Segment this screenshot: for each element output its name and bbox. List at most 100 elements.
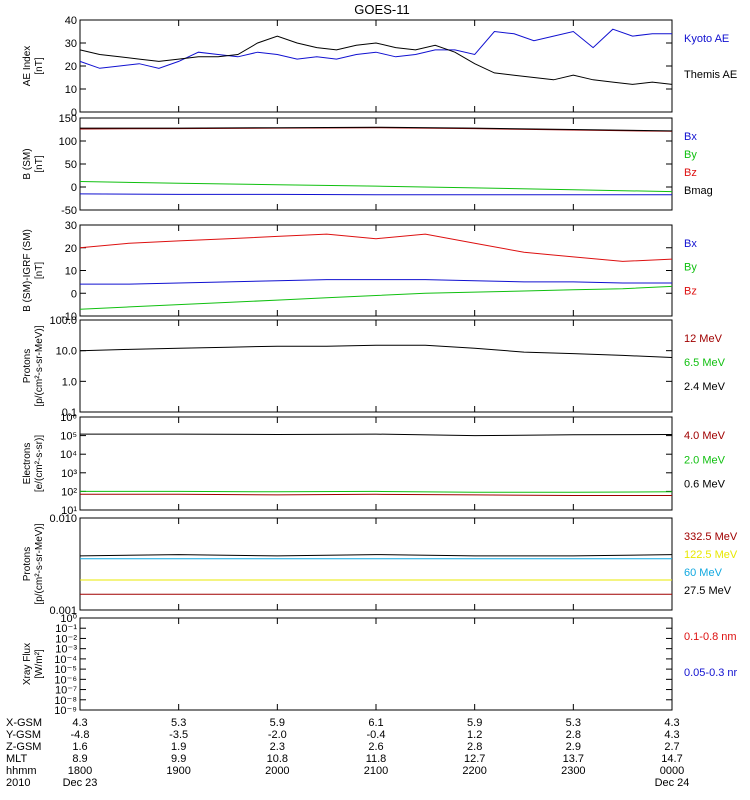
panel-frame xyxy=(79,617,673,711)
series-line-bmag xyxy=(80,126,673,132)
y-axis-label: [nT] xyxy=(34,155,45,172)
y-tick-label: 10⁻⁵ xyxy=(54,664,77,676)
x-tick-value: 2.6 xyxy=(368,741,383,753)
y-tick-label: 10⁻⁷ xyxy=(55,685,77,697)
x-tick-value: 2200 xyxy=(462,765,486,777)
series-line-2-0-mev xyxy=(80,490,673,493)
x-tick-value: 8.9 xyxy=(72,753,87,765)
y-tick-label: 10² xyxy=(61,486,77,498)
y-axis-label: [nT] xyxy=(34,262,45,279)
series-line-27-5-mev xyxy=(79,554,673,557)
x-tick-value: 2000 xyxy=(265,765,289,777)
x-row-label: Y-GSM xyxy=(6,729,41,741)
legend-entry: 0.1-0.8 nm xyxy=(684,631,737,643)
legend-entry: 4.0 MeV xyxy=(684,430,726,442)
y-axis-label: [p/(cm²-s-sr-MeV)] xyxy=(34,523,45,604)
panel-1: -50 0 50 100 150 B (SM) [nT] Bx By Bz Bmag xyxy=(22,113,713,217)
y-axis-label: [W/m²] xyxy=(34,649,45,679)
x-row-label: X-GSM xyxy=(6,717,42,729)
y-axis-label: [e/(cm²-s-sr)] xyxy=(34,435,45,492)
y-tick-label: 50 xyxy=(65,159,77,171)
y-tick-label: 10⁻⁹ xyxy=(54,705,77,717)
series-line-2-4-mev xyxy=(79,344,673,358)
legend-entry: 332.5 MeV xyxy=(684,531,738,543)
legend-entry: Themis AE xyxy=(684,69,737,81)
legend-entry: 2.4 MeV xyxy=(684,381,726,393)
y-tick-label: 100 xyxy=(59,136,77,148)
x-tick-value: 13.7 xyxy=(563,753,584,765)
panel-2: -10 0 10 20 30 B (SM)-IGRF (SM) [nT] Bx By Bz xyxy=(22,220,697,323)
legend-entry: 12 MeV xyxy=(684,333,723,345)
y-tick-label: 10⁻¹ xyxy=(55,623,77,635)
panel-frame xyxy=(79,517,673,611)
y-tick-label: 20 xyxy=(65,243,77,255)
y-tick-label: 20 xyxy=(65,61,77,73)
series-line-bz xyxy=(79,233,673,262)
y-axis-label: B (SM)-IGRF (SM) xyxy=(22,229,33,312)
x-row-label: 2010 xyxy=(6,777,30,789)
x-tick-value: 2.7 xyxy=(664,741,679,753)
y-axis-label: B (SM) xyxy=(22,148,33,179)
y-tick-label: 0.010 xyxy=(49,513,77,525)
x-tick-value: 1.6 xyxy=(72,741,87,753)
legend-entry: Bz xyxy=(684,167,697,179)
y-tick-label: 0.1 xyxy=(62,407,77,419)
x-tick-value: -4.8 xyxy=(71,729,90,741)
x-tick-value: 10.8 xyxy=(267,753,288,765)
x-tick-value: 5.3 xyxy=(171,717,186,729)
legend-entry: Bx xyxy=(684,131,697,143)
x-tick-value: 2300 xyxy=(561,765,585,777)
legend-entry: Bmag xyxy=(684,185,713,197)
y-tick-label: 10⁻² xyxy=(55,633,77,645)
y-tick-label: 10 xyxy=(65,266,77,278)
panel-0: 0 10 20 30 40 AE Index [nT] Kyoto AE Themis AE xyxy=(22,15,737,119)
y-tick-label: 10.0 xyxy=(56,346,77,358)
y-tick-label: 10¹ xyxy=(61,505,77,517)
x-tick-value: 0000 xyxy=(660,765,684,777)
x-tick-value: 14.7 xyxy=(661,753,682,765)
panel-5: 0.001 0.010 Protons [p/(cm²-s-sr-MeV)] 332.5… xyxy=(22,513,738,617)
legend-entry: 27.5 MeV xyxy=(684,585,732,597)
legend-entry: 0.6 MeV xyxy=(684,479,726,491)
y-tick-label: -10 xyxy=(61,311,77,323)
y-tick-label: 10⁵ xyxy=(60,431,77,443)
x-tick-value: 2.8 xyxy=(566,729,581,741)
x-tick-value: 9.9 xyxy=(171,753,186,765)
x-tick-value: 2.9 xyxy=(566,741,581,753)
x-tick-value: -0.4 xyxy=(367,729,386,741)
x-tick-value: 1800 xyxy=(68,765,92,777)
y-tick-label: 100.0 xyxy=(49,315,77,327)
legend-entry: 60 MeV xyxy=(684,567,723,579)
x-row-label: MLT xyxy=(6,753,27,765)
y-tick-label: 10⁶ xyxy=(60,412,77,424)
y-tick-label: 30 xyxy=(65,220,77,232)
x-tick-value: 5.9 xyxy=(270,717,285,729)
y-tick-label: 0 xyxy=(71,288,77,300)
y-tick-label: -50 xyxy=(61,205,77,217)
x-tick-value: -2.0 xyxy=(268,729,287,741)
x-tick-value: 5.3 xyxy=(566,717,581,729)
x-tick-value: 4.3 xyxy=(664,729,679,741)
y-axis-label: Xray Flux xyxy=(22,643,33,685)
series-line-kyoto-ae xyxy=(79,28,672,69)
panel-frame xyxy=(79,19,673,113)
x-tick-value: 4.3 xyxy=(72,717,87,729)
panel-frame xyxy=(79,117,673,211)
y-axis-label: Electrons xyxy=(22,443,33,485)
series-line-by xyxy=(79,181,673,193)
y-tick-label: 0 xyxy=(71,182,77,194)
y-tick-label: 150 xyxy=(59,113,77,125)
y-tick-label: 10⁻⁶ xyxy=(54,674,77,686)
panel-frame xyxy=(79,416,673,511)
y-tick-label: 10⁻⁸ xyxy=(54,695,77,707)
y-tick-label: 10⁻⁴ xyxy=(54,654,77,666)
panel-4: 10¹ 10² 10³ 10⁴ 10⁵ 10⁶ Electrons [e/(cm²-s-sr)… xyxy=(22,412,726,517)
x-tick-value: 2100 xyxy=(364,765,388,777)
series-line-bx xyxy=(80,279,672,285)
chart-title: GOES-11 xyxy=(354,2,409,17)
x-row-label: Z-GSM xyxy=(6,741,41,753)
